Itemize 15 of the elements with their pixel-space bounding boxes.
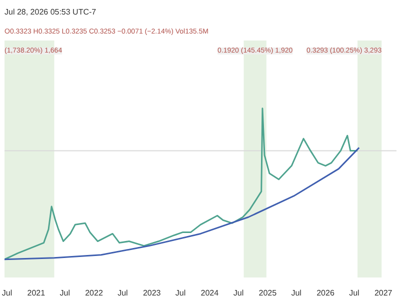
x-tick-label: Jul bbox=[60, 288, 70, 298]
x-tick-label: 2023 bbox=[142, 288, 162, 298]
x-tick-label: Jul bbox=[233, 288, 244, 298]
x-tick-label: Jul bbox=[2, 288, 12, 298]
x-tick-label: 2027 bbox=[374, 288, 393, 298]
chart-title: Jul 28, 2026 05:53 UTC-7 bbox=[4, 8, 97, 16]
x-tick-label: 2025 bbox=[258, 288, 278, 298]
x-tick-label: Jul bbox=[118, 288, 128, 298]
x-tick-label: Jul bbox=[349, 288, 360, 298]
x-tick-label: 2021 bbox=[27, 288, 46, 298]
x-tick-label: Jul bbox=[175, 288, 186, 298]
x-tick-label: 2022 bbox=[85, 288, 104, 298]
x-tick-label: Jul bbox=[291, 288, 302, 298]
x-tick-label: 2026 bbox=[316, 288, 335, 298]
x-tick-label: 2024 bbox=[200, 288, 220, 298]
